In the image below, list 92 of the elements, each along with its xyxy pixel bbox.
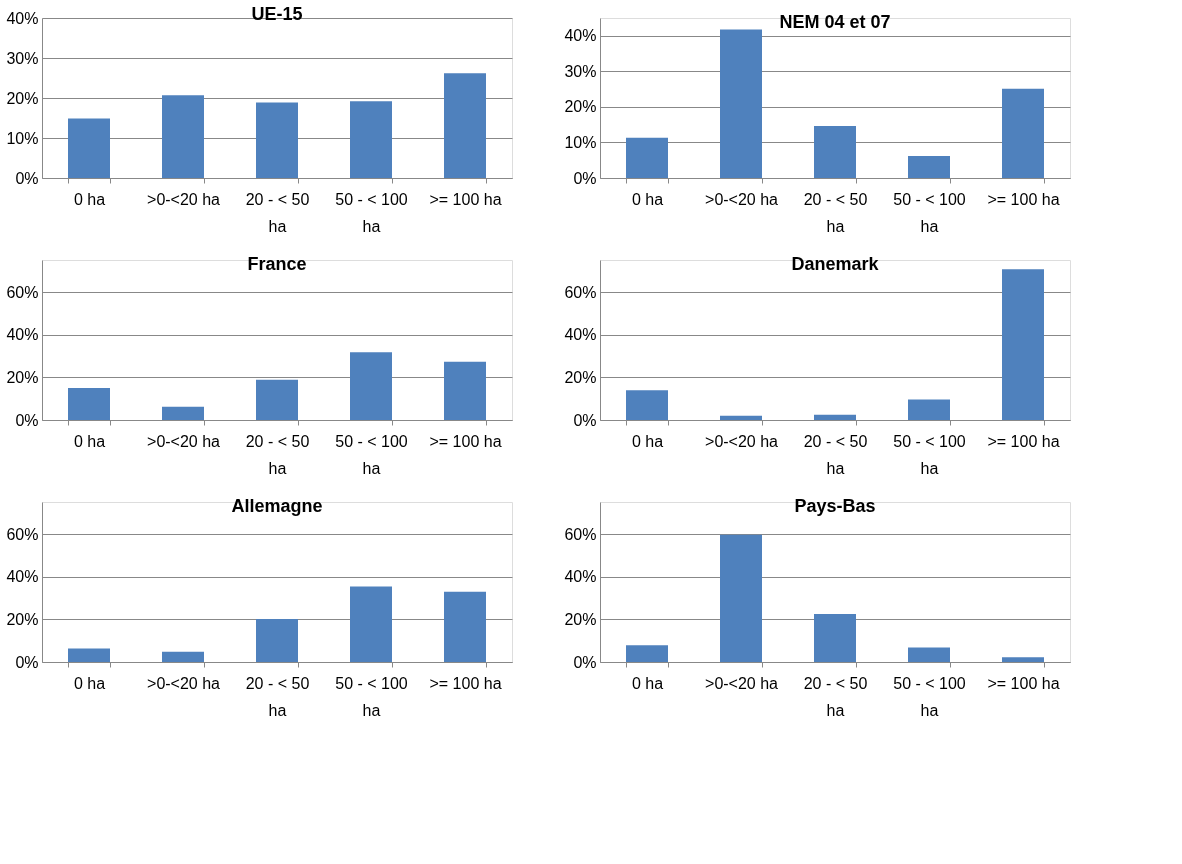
y-tick-label: 20%	[564, 368, 597, 386]
x-tick-label: 0 ha	[73, 674, 106, 692]
x-tick-label: >= 100 ha	[987, 674, 1060, 692]
bar	[720, 534, 762, 662]
x-tick-label: 50 - < 100 ha	[335, 674, 408, 719]
y-tick-label: 40%	[564, 568, 597, 586]
x-tick-label: >= 100 ha	[987, 432, 1060, 450]
x-tick-label: 20 - < 50 ha	[803, 432, 868, 477]
bar	[626, 137, 668, 178]
bar	[256, 379, 298, 420]
bar	[814, 126, 856, 178]
x-tick-label: >= 100 ha	[429, 432, 502, 450]
y-tick-label: 10%	[6, 129, 39, 147]
chart-title: Allemagne	[231, 496, 323, 516]
x-tick-label: 20 - < 50 ha	[245, 674, 310, 719]
bar	[256, 102, 298, 178]
y-tick-label: 0%	[573, 169, 597, 187]
y-tick-label: 30%	[564, 62, 597, 80]
y-tick-label: 20%	[6, 610, 39, 628]
x-tick-label: 0 ha	[631, 190, 664, 208]
chart-title: Pays-Bas	[794, 496, 876, 516]
x-tick-label: 50 - < 100 ha	[893, 674, 966, 719]
bar	[908, 647, 950, 662]
bar	[720, 415, 762, 420]
x-tick-label: 0 ha	[631, 432, 664, 450]
x-tick-label: 50 - < 100 ha	[335, 190, 408, 235]
y-tick-label: 20%	[564, 98, 597, 116]
bar	[814, 414, 856, 420]
y-tick-label: 0%	[15, 169, 39, 187]
chart-title: Danemark	[791, 254, 880, 274]
bar	[444, 73, 486, 178]
x-tick-label: >= 100 ha	[429, 674, 502, 692]
bar	[1002, 88, 1044, 178]
chart-title: NEM 04 et 07	[779, 12, 891, 32]
bar	[626, 645, 668, 662]
x-tick-label: >0-<20 ha	[147, 432, 221, 450]
x-tick-label: 50 - < 100 ha	[893, 190, 966, 235]
x-tick-label: >0-<20 ha	[705, 432, 779, 450]
y-tick-label: 40%	[6, 326, 39, 344]
x-tick-label: >0-<20 ha	[705, 190, 779, 208]
x-tick-label: >= 100 ha	[987, 190, 1060, 208]
x-tick-label: >0-<20 ha	[147, 190, 221, 208]
x-tick-label: 0 ha	[73, 190, 106, 208]
y-tick-label: 0%	[15, 411, 39, 429]
y-tick-label: 0%	[15, 653, 39, 671]
x-tick-label: 20 - < 50 ha	[803, 674, 868, 719]
x-tick-label: 50 - < 100 ha	[893, 432, 966, 477]
y-tick-label: 60%	[6, 283, 39, 301]
chart-title: UE-15	[251, 4, 303, 24]
y-tick-label: 40%	[6, 9, 39, 27]
y-tick-label: 10%	[564, 133, 597, 151]
bar	[626, 390, 668, 420]
bar	[68, 648, 110, 662]
bar	[350, 352, 392, 420]
chart-title: France	[247, 254, 307, 274]
bar	[68, 388, 110, 420]
bar	[350, 586, 392, 662]
bar	[68, 118, 110, 178]
bar	[162, 95, 204, 178]
bar	[444, 591, 486, 662]
y-tick-label: 40%	[6, 568, 39, 586]
bar	[908, 155, 950, 178]
x-tick-label: >= 100 ha	[429, 190, 502, 208]
y-tick-label: 60%	[564, 525, 597, 543]
x-tick-label: 20 - < 50 ha	[245, 432, 310, 477]
y-tick-label: 60%	[6, 525, 39, 543]
bar	[256, 618, 298, 662]
y-tick-label: 0%	[573, 411, 597, 429]
y-tick-label: 20%	[6, 89, 39, 107]
x-tick-label: 0 ha	[631, 674, 664, 692]
y-tick-label: 40%	[564, 27, 597, 45]
bar	[720, 29, 762, 178]
x-tick-label: 20 - < 50 ha	[803, 190, 868, 235]
y-tick-label: 20%	[564, 610, 597, 628]
bar	[350, 101, 392, 178]
bar	[814, 614, 856, 662]
x-tick-label: >0-<20 ha	[705, 674, 779, 692]
x-tick-label: 0 ha	[73, 432, 106, 450]
y-tick-label: 60%	[564, 283, 597, 301]
bar	[162, 651, 204, 662]
bar	[444, 361, 486, 420]
y-tick-label: 30%	[6, 49, 39, 67]
bar	[1002, 657, 1044, 662]
x-tick-label: 50 - < 100 ha	[335, 432, 408, 477]
x-tick-label: 20 - < 50 ha	[245, 190, 310, 235]
y-tick-label: 20%	[6, 368, 39, 386]
y-tick-label: 0%	[573, 653, 597, 671]
bar	[908, 399, 950, 420]
x-tick-label: >0-<20 ha	[147, 674, 221, 692]
bar	[162, 406, 204, 420]
bar	[1002, 269, 1044, 420]
y-tick-label: 40%	[564, 326, 597, 344]
